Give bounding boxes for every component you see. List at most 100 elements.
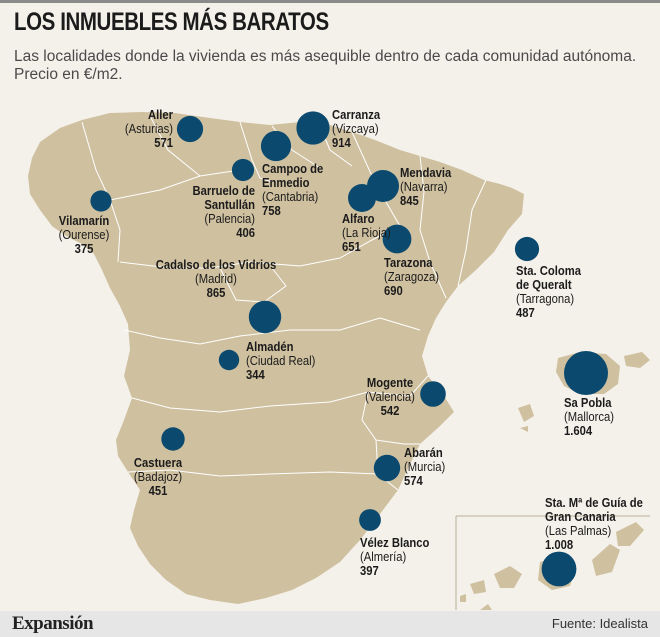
location-price: 397 <box>360 564 379 578</box>
label-alfaro: Alfaro (La Rioja) 651 <box>342 212 414 254</box>
bubble-sapobla <box>564 351 608 395</box>
location-name: Mendavia <box>400 166 452 180</box>
location-region: (Cantabria) <box>262 190 319 204</box>
location-name: Carranza <box>332 108 381 122</box>
location-region: (Palencia) <box>204 212 255 226</box>
location-name: Abarán <box>404 446 443 460</box>
bubble-castuera <box>161 427 185 451</box>
location-region: (Mallorca) <box>564 410 615 424</box>
location-price: 758 <box>262 204 281 218</box>
location-price: 406 <box>236 226 255 240</box>
bubble-tarazona <box>382 224 412 254</box>
bubble-velez <box>359 509 381 531</box>
canarias-land-1 <box>470 580 486 594</box>
location-region: (Almería) <box>360 550 407 564</box>
location-price: 690 <box>384 284 403 298</box>
canarias-land-4 <box>592 544 620 576</box>
location-name: Alfaro <box>342 212 375 226</box>
location-price: 845 <box>400 194 419 208</box>
label-cadalso: Cadalso de los Vidrios (Madrid) 865 <box>140 258 293 300</box>
location-name: Sa Pobla <box>564 396 612 410</box>
location-price: 1.008 <box>545 538 574 552</box>
bubble-carranza <box>296 111 330 145</box>
label-velez: Vélez Blanco (Almería) 397 <box>360 536 450 578</box>
location-name: Barruelo de Santullán <box>192 184 255 212</box>
location-region: (Vizcaya) <box>332 122 379 136</box>
source-note: Fuente: Idealista <box>551 616 648 631</box>
label-tarazona: Tarazona (Zaragoza) 690 <box>384 256 465 298</box>
ibiza-land <box>518 404 534 422</box>
label-mendavia: Mendavia (Navarra) 845 <box>400 166 481 208</box>
page-title: LOS INMUEBLES MÁS BARATOS <box>14 8 329 36</box>
bubble-barruelo <box>231 158 255 182</box>
location-price: 574 <box>404 474 423 488</box>
label-campoo: Campoo de Enmedio (Cantabria) 758 <box>262 162 343 218</box>
bubble-alfaro <box>348 184 376 212</box>
top-rule <box>0 0 660 3</box>
label-barruelo: Barruelo de Santullán (Palencia) 406 <box>138 184 255 240</box>
bubble-almaden <box>218 349 240 371</box>
location-name: Castuera <box>133 456 183 470</box>
canarias-land-7 <box>480 604 492 610</box>
location-region: (Ciudad Real) <box>246 354 316 368</box>
location-region: (Tarragona) <box>516 292 575 306</box>
bubble-staguia <box>541 551 577 587</box>
label-vilamarin: Vilamarín (Ourense) 375 <box>35 214 134 256</box>
location-price: 487 <box>516 306 535 320</box>
location-region: (Murcia) <box>404 460 446 474</box>
location-region: (La Rioja) <box>342 226 391 240</box>
location-name: Vélez Blanco <box>360 536 430 550</box>
portugal-area <box>10 232 128 611</box>
location-price: 1.604 <box>564 424 593 438</box>
label-almaden: Almadén (Ciudad Real) 344 <box>246 340 345 382</box>
location-region: (Ourense) <box>58 228 110 242</box>
canarias-land-6 <box>460 594 466 602</box>
location-name: Sta. Coloma de Queralt <box>516 264 582 292</box>
bubble-cadalso <box>248 300 282 334</box>
location-name: Vilamarín <box>58 214 110 228</box>
bubble-stacoloma <box>514 236 540 262</box>
location-name: Sta. Mª de Guía de Gran Canaria <box>545 496 643 524</box>
formentera-land <box>520 426 528 432</box>
label-abaran: Abarán (Murcia) 574 <box>404 446 485 488</box>
label-aller: Aller (Asturias) 571 <box>65 108 173 150</box>
location-name: Campoo de Enmedio <box>262 162 324 190</box>
location-price: 571 <box>154 136 173 150</box>
label-sapobla: Sa Pobla (Mallorca) 1.604 <box>564 396 645 438</box>
location-region: (Navarra) <box>400 180 448 194</box>
canarias-land-2 <box>494 566 522 588</box>
label-staguia: Sta. Mª de Guía de Gran Canaria (Las Palma… <box>545 496 653 552</box>
location-price: 451 <box>148 484 168 498</box>
location-price: 651 <box>342 240 361 254</box>
page-subtitle: Las localidades donde la vivienda es más… <box>14 48 637 83</box>
location-region: (Madrid) <box>195 272 237 286</box>
location-name: Tarazona <box>384 256 433 270</box>
location-name: Almadén <box>246 340 294 354</box>
location-price: 375 <box>74 242 94 256</box>
bubble-vilamarin <box>90 190 112 212</box>
location-price: 344 <box>246 368 265 382</box>
location-region: (Las Palmas) <box>545 524 612 538</box>
bubble-aller <box>176 115 204 143</box>
footer-bar: Expansión Fuente: Idealista <box>0 611 660 637</box>
bubble-abaran <box>373 454 401 482</box>
location-region: (Zaragoza) <box>384 270 440 284</box>
location-name: Aller <box>147 108 173 122</box>
canarias-land-5 <box>616 522 644 546</box>
label-carranza: Carranza (Vizcaya) 914 <box>332 108 440 150</box>
label-mogente: Mogente (Valencia) 542 <box>345 376 435 418</box>
location-price: 914 <box>332 136 351 150</box>
price-bubbles <box>90 111 608 587</box>
canarias-inset-frame <box>455 515 650 610</box>
location-name: Mogente <box>366 376 414 390</box>
location-region: (Valencia) <box>365 390 415 404</box>
location-region: (Badajoz) <box>133 470 183 484</box>
location-price: 865 <box>206 286 226 300</box>
brand-logo: Expansión <box>12 613 94 634</box>
location-name: Cadalso de los Vidrios <box>155 258 277 272</box>
label-castuera: Castuera (Badajoz) 451 <box>118 456 199 498</box>
bubble-mogente <box>420 381 446 407</box>
location-price: 542 <box>380 404 400 418</box>
bubble-campoo <box>260 130 292 162</box>
